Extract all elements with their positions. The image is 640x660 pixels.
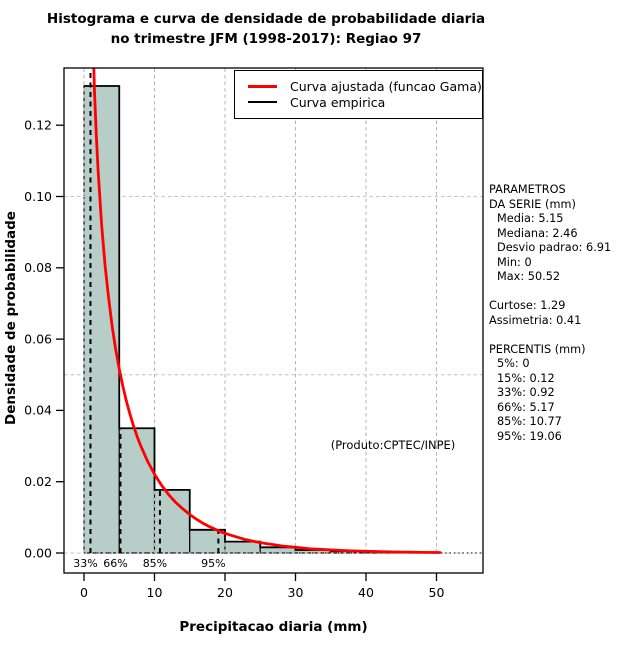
product-annotation: (Produto:CPTEC/INPE) [330,438,456,452]
stats-line: 5%: 0 [497,357,530,370]
y-tick-label: 0.06 [24,331,52,346]
legend-label-empirical: Curva empirica [290,94,386,110]
percentile-label: 66% [103,557,127,570]
histogram-bars [83,85,402,554]
stats-line: Assimetria: 0.41 [489,313,582,327]
y-tick-label: 0.02 [24,474,52,489]
stats-line: Min: 0 [497,255,532,269]
stats-line: 95%: 19.06 [497,429,562,443]
y-tick-label: 0.10 [24,189,52,204]
y-tick-label: 0.00 [24,545,52,560]
x-tick-label: 0 [80,585,88,600]
legend-label-gamma: Curva ajustada (funcao Gama) [290,78,482,94]
histogram-bar [118,427,156,554]
stats-spacer [489,285,611,300]
x-tick-label: 40 [358,585,374,600]
stats-line: Media: 5.15 [497,212,564,225]
y-tick-label: 0.08 [24,260,52,275]
y-axis: 0.00 0.02 0.04 0.06 0.08 0.10 0.12 [24,118,64,560]
percentile-label: 33% [73,557,97,570]
gamma-curve-group [92,68,442,554]
legend-entry-gamma: Curva ajustada (funcao Gama) [235,78,482,94]
stats-line: 85%: 10.77 [497,415,562,428]
chart-title-line1: Histograma e curva de densidade de proba… [46,11,486,27]
y-tick-label: 0.04 [24,403,52,418]
gamma-curve [92,68,442,554]
x-tick-label: 30 [288,585,304,600]
y-tick-label: 0.12 [24,118,52,133]
histogram-bar [224,541,261,554]
x-tick-label: 20 [217,585,233,600]
stats-line: PARAMETROS [489,183,566,196]
percentile-label: 85% [143,557,167,570]
x-tick-label: 10 [147,585,163,600]
legend: Curva ajustada (funcao Gama) Curva empir… [234,70,483,119]
plot-box-group [63,67,484,574]
histogram-bar [189,529,226,554]
stats-line: Desvio padrao: 6.91 [497,241,612,254]
stats-line: 33%: 0.92 [497,386,555,399]
legend-red-line-swatch [248,84,277,88]
stats-spacer [489,328,611,343]
stats-panel: PARAMETROS DA SERIE (mm) Media: 5.15 Median… [489,183,611,444]
x-axis: 0 10 20 30 40 50 [80,573,444,600]
stats-line: 15%: 0.12 [497,371,555,385]
stats-line: DA SERIE (mm) [489,197,576,211]
histogram-bar [83,85,120,554]
percentile-lines: 33% 66% 85% 95% [73,67,226,570]
chart-title: Histograma e curva de densidade de proba… [0,9,532,49]
percentile-label: 95% [201,557,225,570]
stats-line: Mediana: 2.46 [497,226,578,240]
chart-title-line2: no trimestre JFM (1998-2017): Regiao 97 [110,31,422,47]
x-tick-label: 50 [429,585,445,600]
stats-line: Curtose: 1.29 [489,299,566,312]
x-axis-title: Precipitacao diaria (mm) [179,619,368,635]
plot-box [63,67,484,574]
stats-line: PERCENTIS (mm) [489,342,586,356]
legend-black-line-swatch [248,101,277,103]
stats-line: 66%: 5.17 [497,400,555,414]
y-axis-title: Densidade de probabilidade [3,211,19,425]
legend-entry-empirical: Curva empirica [235,94,482,110]
stats-line: Max: 50.52 [497,270,561,283]
